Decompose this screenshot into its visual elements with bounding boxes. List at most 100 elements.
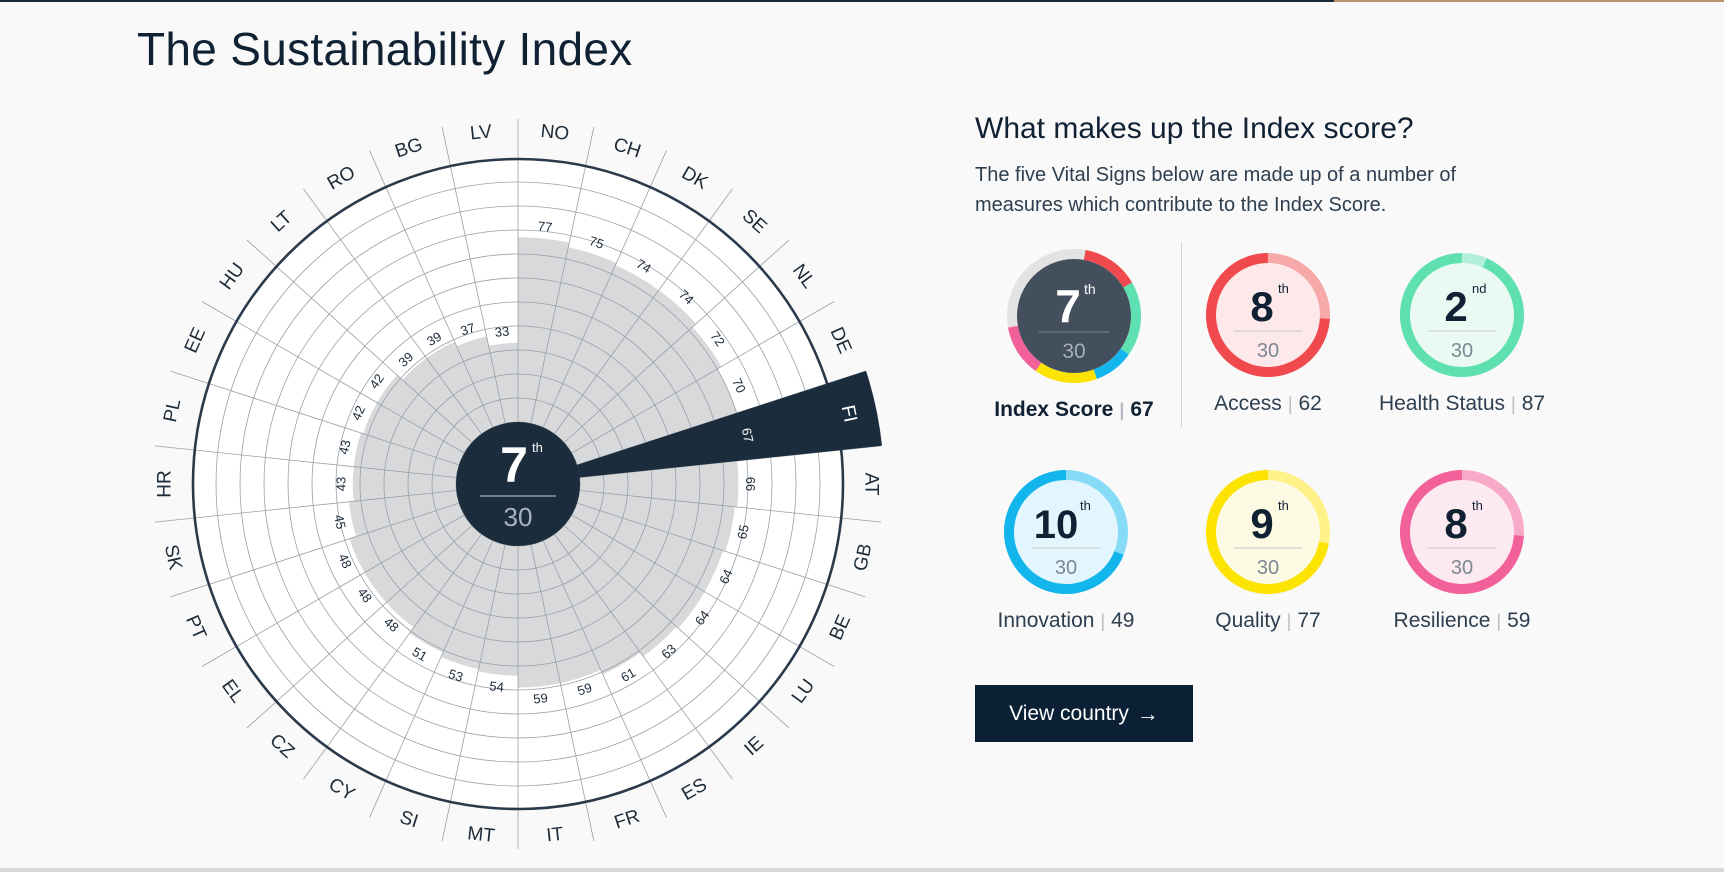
radar-country-label: NO: [540, 121, 571, 145]
radar-country-label: LV: [469, 121, 493, 144]
radar-value-label: 75: [587, 233, 605, 252]
center-rank: 7 th 30: [456, 422, 580, 546]
quality-ring: 9 th 30: [1206, 470, 1330, 594]
radar-bar-lu: [564, 515, 705, 629]
metric-ring-progress: [1206, 253, 1330, 377]
metric-separator: |: [1287, 394, 1293, 414]
radar-bar-cy: [409, 534, 493, 653]
metric-separator: |: [1286, 611, 1292, 631]
index-score-label: Index Score | 67: [974, 398, 1174, 422]
metric-rank: 9: [1250, 500, 1273, 547]
resilience-ring: 8 th 30: [1400, 470, 1524, 594]
radar-value-label: 43: [333, 477, 348, 491]
metric-name: Innovation: [997, 609, 1095, 632]
radar-country-label: SI: [397, 807, 421, 833]
radar-spoke: [369, 150, 494, 428]
center-rank-suffix: th: [532, 440, 543, 455]
radar-spoke: [246, 525, 473, 729]
radar-bar-at: [579, 460, 739, 508]
center-rank-total: 30: [504, 502, 533, 532]
radar-country-label: IT: [545, 824, 564, 847]
radar-value-label: 61: [618, 665, 638, 685]
radar-country-label: RO: [324, 162, 359, 194]
radar-country-label: LT: [267, 207, 297, 237]
metric-quality[interactable]: 9 th 30 Quality | 77: [1168, 469, 1368, 633]
radar-country-label: HR: [155, 470, 176, 497]
radar-value-label: 39: [424, 329, 444, 349]
metric-total: 30: [1451, 557, 1473, 579]
metric-ring-progress: [1004, 470, 1124, 594]
radar-country-label: MT: [466, 823, 496, 847]
radar-value-label: 37: [458, 320, 476, 339]
radar-country-label: DE: [826, 324, 856, 357]
radar-spoke: [441, 126, 506, 424]
metric-score: 62: [1298, 392, 1322, 415]
top-accent-bar: [0, 0, 1724, 2]
radar-value-label: 67: [739, 427, 757, 444]
radar-spoke: [246, 239, 473, 443]
metric-rank-suffix: th: [1080, 498, 1091, 513]
metric-total: 30: [1451, 340, 1473, 362]
radar-value-label: 48: [355, 585, 376, 606]
radar-country-label: IE: [741, 733, 768, 761]
radar-country-label: DK: [678, 163, 712, 195]
radar-spoke: [201, 514, 465, 667]
radar-spoke: [542, 150, 667, 428]
metric-score: 67: [1130, 398, 1154, 421]
radar-value-label: 59: [575, 680, 593, 699]
metric-rank: 8: [1250, 283, 1273, 330]
metric-ring-progress: [1400, 253, 1524, 377]
radar-country-label: CZ: [265, 730, 298, 763]
metric-ring-disc: [1216, 263, 1320, 367]
radar-spoke: [554, 533, 733, 780]
metric-rank: 8: [1444, 500, 1467, 547]
radar-bar-no: [518, 237, 570, 424]
health-status-label: Health Status | 87: [1362, 392, 1562, 416]
radar-bar-mt: [478, 544, 518, 676]
radar-value-label: 64: [716, 567, 736, 586]
metric-access[interactable]: 8 th 30 Access | 62: [1168, 252, 1368, 416]
metric-ring-progress: [1206, 470, 1329, 594]
radar-value-label: 42: [349, 403, 369, 422]
metric-ring-disc: [1216, 480, 1320, 584]
bottom-divider: [0, 868, 1724, 872]
view-country-button[interactable]: View country →: [975, 685, 1193, 742]
explainer-heading: What makes up the Index score?: [975, 112, 1414, 145]
radar-spoke: [563, 239, 790, 443]
radar-country-label: EL: [217, 676, 248, 707]
radar-spoke: [530, 544, 595, 842]
radar-bar-lv: [488, 342, 518, 424]
radar-spoke: [576, 502, 866, 598]
radar-country-label: CY: [325, 774, 359, 806]
metric-resilience[interactable]: 8 th 30 Resilience | 59: [1362, 469, 1562, 633]
index-ring-segment: [1083, 250, 1133, 288]
radar-bar-pt: [349, 503, 465, 573]
radar-country-label: NL: [788, 261, 819, 293]
radar-spoke: [369, 540, 494, 818]
metric-health-status[interactable]: 2 nd 30 Health Status | 87: [1362, 252, 1562, 416]
radar-spoke: [170, 370, 460, 466]
radar-country-label: LU: [788, 675, 819, 707]
access-label: Access | 62: [1168, 392, 1368, 416]
metric-score: 49: [1111, 609, 1135, 632]
metric-rank: 10: [1034, 503, 1079, 547]
metric-rank-suffix: nd: [1472, 281, 1486, 296]
metric-name: Quality: [1215, 609, 1281, 632]
radar-country-label: FR: [612, 806, 643, 834]
metric-total: 30: [1257, 340, 1279, 362]
innovation-label: Innovation | 49: [966, 609, 1166, 633]
radar-value-label: 77: [537, 218, 553, 234]
radar-value-label: 53: [447, 666, 465, 685]
metric-ring-disc: [1410, 480, 1514, 584]
radar-bar-de: [571, 369, 737, 465]
metric-total: 30: [1257, 557, 1279, 579]
radar-value-label: 54: [489, 678, 505, 694]
radar-spoke: [303, 188, 482, 435]
radar-value-label: 64: [692, 608, 713, 629]
metric-separator: |: [1511, 394, 1516, 414]
radar-country-label: HU: [216, 259, 249, 294]
score-explainer: What makes up the Index score? The five …: [975, 112, 1615, 220]
radar-value-label: 33: [494, 323, 510, 339]
